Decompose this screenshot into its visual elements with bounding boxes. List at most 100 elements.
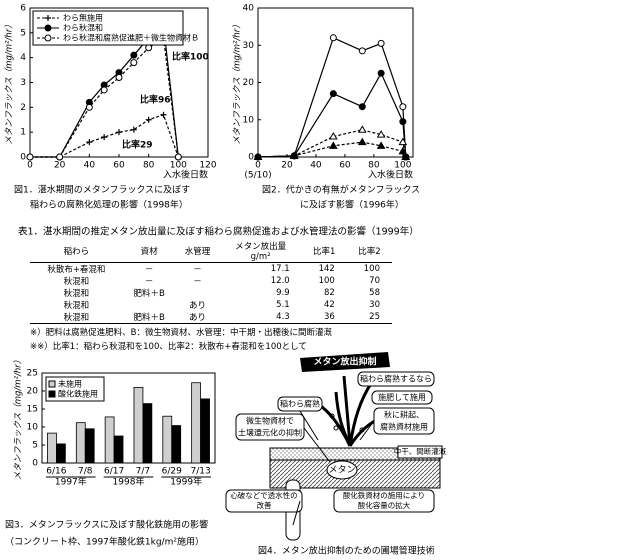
table-cell: 30 bbox=[369, 300, 380, 310]
x-tick-label: 7/8 bbox=[78, 467, 93, 477]
table-cell: 秋混和 bbox=[30, 311, 123, 324]
y-tick-label: 3 bbox=[20, 78, 26, 88]
x-tick-label: 120 bbox=[199, 161, 216, 171]
y-tick-label: 5 bbox=[32, 441, 38, 451]
y-tick-label: 15 bbox=[27, 405, 38, 415]
bar bbox=[113, 435, 124, 464]
header-unit: g/m² bbox=[250, 252, 271, 262]
marker bbox=[358, 103, 366, 111]
header-text: 水管理 bbox=[184, 247, 211, 257]
table-cell: 5.1 bbox=[276, 300, 290, 310]
x-tick-label: 80 bbox=[143, 161, 155, 171]
y-tick-label: 2 bbox=[20, 103, 26, 113]
x-tick-label: 100 bbox=[394, 161, 411, 171]
x-tick-label: 6/17 bbox=[104, 467, 124, 477]
x-tick-label: 0 bbox=[27, 161, 33, 171]
header-text: 資材 bbox=[140, 247, 158, 257]
x-tick-label: 100 bbox=[170, 161, 187, 171]
table-row: 秋混和 肥料＋B 9.9 82 58 bbox=[30, 287, 392, 299]
x-tick-label: 6/29 bbox=[162, 467, 182, 477]
table-notes: ※）肥料は腐熟促進肥料、B：微生物資材、水管理：中干期・出穂後に間断灌漑 ※※）比… bbox=[30, 326, 392, 352]
figure-caption: 図3．メタンフラックスに及ぼす酸化鉄施用の影響 bbox=[5, 519, 208, 531]
year-label: 1999年 bbox=[170, 476, 202, 488]
legend-label: わら秋混和 bbox=[63, 23, 103, 33]
marker bbox=[399, 103, 407, 111]
table-note: ※※）比率1：稲わら秋混和を100、比率2：秋散布+春混和を100として bbox=[30, 342, 307, 352]
marker bbox=[116, 129, 122, 136]
table-cell: あり bbox=[189, 301, 207, 311]
bar bbox=[84, 428, 95, 464]
marker bbox=[329, 90, 337, 98]
header-text: 稲わら bbox=[63, 247, 90, 257]
table-row: 秋混和 あり 5.1 42 30 bbox=[30, 299, 392, 311]
year-label: 1998年 bbox=[113, 476, 145, 488]
plot-frame bbox=[41, 372, 216, 464]
figure-caption: 図2．代かきの有無がメタンフラックス bbox=[262, 184, 420, 196]
table-cell bbox=[123, 299, 176, 311]
y-tick-label: 0 bbox=[32, 459, 38, 469]
bar bbox=[133, 386, 144, 464]
table-cell: 82 bbox=[324, 288, 335, 298]
marker bbox=[376, 130, 386, 138]
table-cell: 秋混和 bbox=[63, 289, 90, 299]
header-cell: 資材 bbox=[122, 240, 176, 263]
x-tick-label: 60 bbox=[113, 161, 125, 171]
methane-zone bbox=[326, 460, 358, 480]
marker bbox=[56, 153, 64, 161]
x-tick-label: 6/16 bbox=[46, 467, 66, 477]
x-tick-label: 80 bbox=[368, 161, 380, 171]
x-note: (5/10) bbox=[244, 171, 271, 181]
y-tick-label: 0 bbox=[20, 153, 26, 163]
table-cell: 秋混和 bbox=[63, 301, 90, 311]
table-cell: 秋散布+春混和 bbox=[30, 262, 123, 275]
y-tick-label: 20 bbox=[243, 78, 255, 88]
marker bbox=[101, 134, 108, 141]
year-label: 1997年 bbox=[55, 476, 87, 488]
x-axis-label: 入水後日数 bbox=[163, 169, 208, 181]
y-axis-label: メタンフラックス（mg/m²/hr） bbox=[4, 20, 15, 144]
marker bbox=[401, 152, 411, 160]
table-title: 表1．湛水期間の推定メタン放出量に及ぼす稲わら腐熟促進および水管理法の影響（19… bbox=[18, 226, 419, 238]
legend-swatch bbox=[48, 390, 56, 398]
marker bbox=[145, 116, 152, 123]
table-cell: － bbox=[193, 277, 202, 287]
marker bbox=[289, 151, 299, 159]
table-cell: 58 bbox=[369, 288, 380, 298]
figure-caption: 図4．メタン放出抑制のための圃場管理技術 bbox=[258, 545, 435, 557]
bar bbox=[75, 422, 86, 464]
table-cell: 42 bbox=[324, 300, 335, 310]
x-tick-label: 40 bbox=[310, 161, 322, 171]
bar bbox=[191, 382, 201, 464]
x-tick-label: 0 bbox=[255, 161, 261, 171]
diagram-label: 稲わら腐熟するなら bbox=[360, 374, 432, 384]
y-tick-label: 4 bbox=[20, 53, 26, 63]
annotation: 比率29 bbox=[122, 139, 153, 151]
figure-caption: 稲わらの腐熟化処理の影響（1998年） bbox=[30, 199, 188, 211]
legend-box bbox=[45, 376, 105, 402]
diagram-label: メタン bbox=[328, 465, 355, 476]
bar bbox=[56, 443, 66, 464]
diagram-label: 改善 bbox=[257, 500, 272, 510]
marker bbox=[376, 141, 386, 149]
marker bbox=[160, 111, 167, 118]
y-tick-label: 30 bbox=[243, 41, 255, 51]
diagram-label: 土壌還元化の抑制 bbox=[238, 428, 302, 438]
marker bbox=[377, 39, 385, 47]
table-cell: 70 bbox=[369, 276, 380, 286]
marker bbox=[357, 137, 367, 146]
marker bbox=[398, 146, 408, 155]
header-text: 比率1 bbox=[313, 247, 336, 257]
y-tick-label: 0 bbox=[248, 153, 254, 163]
table-cell: 12.0 bbox=[270, 276, 290, 286]
table-note: ※）肥料は腐熟促進肥料、B：微生物資材、水管理：中干期・出穂後に間断灌漑 bbox=[30, 328, 332, 338]
diagram-label: 稲わら腐熟 bbox=[280, 399, 320, 409]
x-tick-label: 40 bbox=[84, 161, 96, 171]
table-cell: － bbox=[144, 277, 154, 287]
marker bbox=[328, 132, 338, 140]
bar bbox=[47, 432, 57, 464]
marker bbox=[329, 34, 337, 42]
series-line bbox=[30, 114, 179, 158]
header-cell: 稲わら bbox=[30, 240, 123, 263]
table-cell: あり bbox=[175, 311, 220, 324]
